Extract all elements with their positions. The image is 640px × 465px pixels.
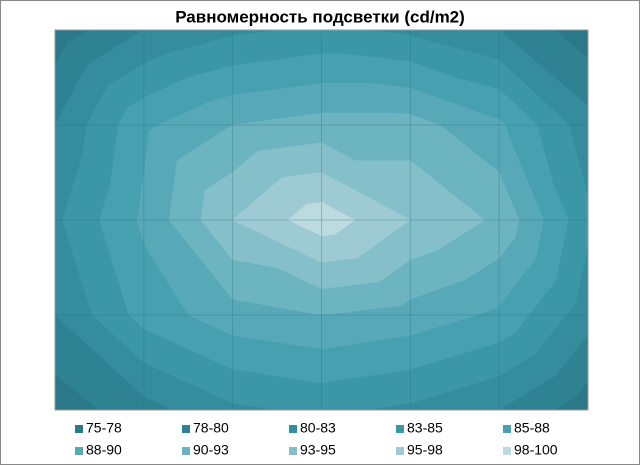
- legend-label: 85-88: [514, 420, 550, 436]
- contour-band: [410, 219, 439, 261]
- legend-swatch: [396, 447, 404, 455]
- plot-area: [54, 29, 589, 411]
- contour-band: [321, 314, 350, 350]
- legend-swatch: [75, 447, 83, 455]
- legend-label: 95-98: [407, 442, 443, 458]
- contour-band: [410, 314, 426, 336]
- legend-label: 80-83: [300, 420, 336, 436]
- legend-label: 83-85: [407, 420, 443, 436]
- contour-band: [321, 112, 412, 126]
- contour-band: [321, 219, 336, 237]
- contour-band: [498, 219, 516, 259]
- legend-swatch: [75, 425, 83, 433]
- legend-swatch: [182, 447, 190, 455]
- legend-label: 90-93: [193, 442, 229, 458]
- plot-border: [54, 29, 589, 411]
- contour-band: [143, 314, 167, 340]
- contour-band: [498, 314, 516, 343]
- legend-swatch: [503, 447, 511, 455]
- legend-swatch: [182, 425, 190, 433]
- legend-label: 98-100: [514, 442, 558, 458]
- contour-band: [232, 219, 278, 268]
- contour-band: [232, 314, 256, 340]
- legend-label: 75-78: [86, 420, 122, 436]
- legend: 75-78 78-80 80-83 83-85 85-88 88-90 90-93 93-95…: [75, 420, 558, 458]
- legend-label: 93-95: [300, 442, 336, 458]
- legend-label: 78-80: [193, 420, 229, 436]
- legend-swatch: [289, 425, 297, 433]
- legend-swatch: [503, 425, 511, 433]
- chart-title: Равномерность подсветки (cd/m2): [175, 7, 465, 26]
- legend-swatch: [289, 447, 297, 455]
- legend-swatch: [396, 425, 404, 433]
- legend-label: 88-90: [86, 442, 122, 458]
